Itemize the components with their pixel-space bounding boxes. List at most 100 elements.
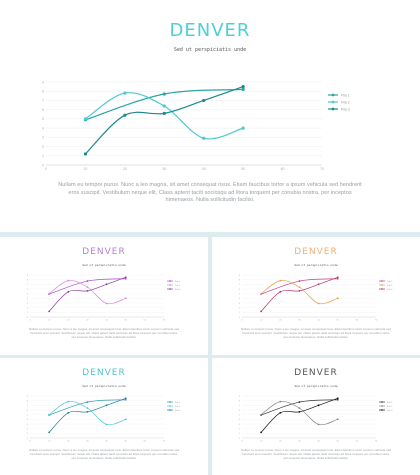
x-tick-label: 10 — [260, 441, 263, 443]
data-point — [202, 136, 206, 140]
slide-body-text: Nullam eu tempor purus. Nunc a leo magna… — [58, 182, 362, 204]
slide-title: DENVER — [294, 368, 338, 378]
data-point — [83, 117, 88, 121]
data-point — [124, 276, 127, 279]
data-point — [279, 290, 282, 293]
data-point — [162, 92, 166, 96]
slide-subtitle: Sed ut perspiciatis unde — [294, 263, 338, 267]
slide-subtitle: Sed ut perspiciatis unde — [82, 384, 126, 388]
data-point — [48, 310, 51, 313]
slide-body-text: Nullam eu tempor purus. Nunc a leo magna… — [28, 448, 180, 461]
data-point — [298, 286, 301, 289]
x-tick-label: 10 — [83, 167, 87, 171]
legend-marker — [381, 280, 383, 282]
y-tick-label: 2 — [27, 307, 29, 309]
x-tick-label: 50 — [241, 167, 245, 171]
series-line — [260, 398, 338, 433]
legend-marker — [169, 288, 171, 290]
series-line — [48, 401, 126, 426]
x-tick-label: 40 — [317, 320, 320, 322]
data-point — [241, 126, 245, 130]
data-point — [105, 404, 108, 407]
slide-title: DENVER — [169, 20, 251, 41]
y-tick-label: 7 — [27, 284, 29, 286]
data-point — [67, 411, 70, 414]
data-point — [123, 113, 127, 117]
main-slide[interactable]: DENVER Sed ut perspiciatis unde 0 1 2 3 4 5 6 7… — [0, 0, 420, 232]
x-tick-label: 40 — [105, 441, 108, 443]
slide-subtitle: Sed ut perspiciatis unde — [173, 47, 247, 53]
series-line — [48, 280, 126, 305]
series-line — [260, 401, 338, 426]
series-line — [85, 86, 244, 155]
legend-label: Fila 2 — [175, 285, 181, 287]
data-point — [260, 310, 263, 313]
y-tick-label: 5 — [27, 414, 29, 416]
data-point — [162, 104, 166, 108]
data-point — [162, 111, 166, 115]
y-tick-label: 1 — [239, 312, 241, 314]
x-tick-label: 20 — [67, 441, 70, 443]
data-point — [83, 152, 88, 156]
x-tick-label: 70 — [320, 167, 324, 171]
x-tick-label: 50 — [124, 441, 127, 443]
data-point — [105, 283, 108, 286]
thumbnail-slide-cyan[interactable]: DENVER Sed ut perspiciatis unde 0 1 2 3 4 5 6 7… — [0, 358, 208, 475]
legend-marker — [331, 93, 335, 97]
x-tick-label: 20 — [279, 320, 282, 322]
legend-marker — [381, 401, 383, 403]
legend-label: Fila 1 — [175, 281, 181, 283]
legend-label: Fila 1 — [341, 93, 350, 97]
y-tick-label: 2 — [42, 145, 44, 149]
data-point — [317, 302, 320, 305]
y-tick-label: 1 — [42, 154, 44, 158]
x-tick-label: 60 — [144, 320, 147, 322]
legend-marker — [381, 405, 383, 407]
y-tick-label: 3 — [239, 424, 241, 426]
slide-subtitle: Sed ut perspiciatis unde — [294, 384, 338, 388]
data-point — [336, 277, 339, 280]
data-point — [260, 413, 263, 416]
data-point — [336, 297, 339, 300]
data-point — [86, 280, 89, 282]
x-tick-label: 30 — [162, 167, 166, 171]
legend-marker — [169, 401, 171, 403]
data-point — [317, 283, 320, 286]
legend-marker — [331, 107, 335, 111]
y-tick-label: 8 — [27, 400, 29, 402]
data-point — [124, 397, 127, 400]
x-tick-label: 10 — [48, 320, 51, 322]
data-point — [298, 289, 301, 292]
x-tick-label: 70 — [163, 441, 166, 443]
x-tick-label: 40 — [317, 441, 320, 443]
y-tick-label: 2 — [239, 307, 241, 309]
data-point — [124, 398, 127, 401]
y-tick-label: 0 — [27, 317, 29, 319]
data-point — [202, 98, 206, 103]
data-point — [279, 411, 282, 414]
data-point — [336, 276, 339, 279]
legend-label: Fila 3 — [175, 289, 181, 291]
data-point — [86, 286, 89, 289]
x-tick-label: 60 — [356, 441, 359, 443]
thumbnail-slide-gray[interactable]: DENVER Sed ut perspiciatis unde 0 1 2 3 4 5 6 7… — [212, 358, 420, 475]
thumbnail-slide-orange[interactable]: DENVER Sed ut perspiciatis unde 0 1 2 3 4 5 6 7… — [212, 237, 420, 355]
y-tick-label: 3 — [42, 136, 44, 140]
legend-marker — [381, 284, 383, 286]
legend-marker — [381, 409, 383, 411]
y-tick-label: 4 — [27, 419, 29, 421]
data-point — [260, 292, 263, 295]
x-tick-label: 30 — [86, 320, 89, 322]
legend-label: Fila 1 — [387, 281, 393, 283]
x-tick-label: 10 — [260, 320, 263, 322]
y-tick-label: 6 — [239, 289, 241, 291]
y-tick-label: 0 — [42, 163, 44, 167]
thumbnail-slide-purple[interactable]: DENVER Sed ut perspiciatis unde 0 1 2 3 4 5 6 7… — [0, 237, 208, 355]
y-tick-label: 4 — [42, 126, 44, 130]
x-tick-label: 40 — [105, 320, 108, 322]
x-tick-label: 40 — [202, 167, 206, 171]
data-point — [124, 277, 127, 280]
